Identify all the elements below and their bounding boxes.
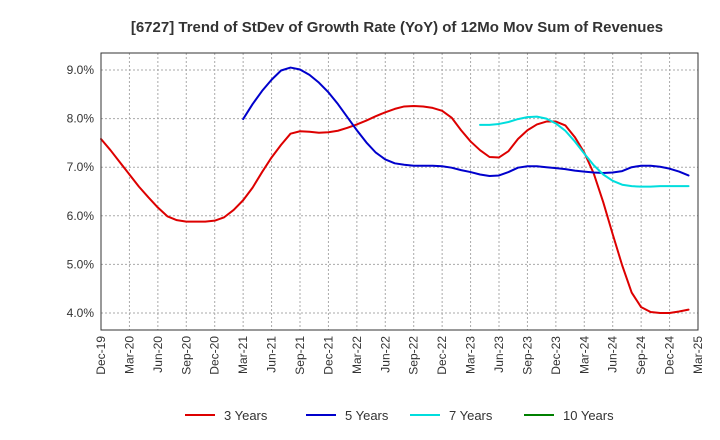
x-tick-label: Sep-21	[293, 336, 307, 375]
plot-area	[100, 52, 699, 331]
x-tick-label: Mar-24	[577, 336, 591, 374]
y-tick-label: 7.0%	[67, 160, 95, 174]
x-tick-label: Sep-24	[634, 336, 648, 375]
x-tick-label: Mar-20	[122, 336, 136, 374]
x-tick-label: Mar-23	[464, 336, 478, 374]
legend-label: 10 Years	[563, 408, 614, 423]
x-tick-label: Dec-23	[549, 336, 563, 375]
legend-item: 7 Years	[410, 408, 493, 423]
x-tick-label: Dec-24	[663, 336, 677, 375]
legend-label: 7 Years	[449, 408, 493, 423]
y-tick-label: 5.0%	[67, 257, 95, 271]
x-axis: Dec-19 Mar-20 Jun-20 Sep-20 Dec-20 Mar-21 Jun-…	[94, 336, 705, 375]
y-tick-label: 6.0%	[67, 209, 95, 223]
x-tick-label: Jun-22	[378, 336, 392, 373]
x-tick-label: Jun-24	[606, 336, 620, 373]
y-tick-label: 8.0%	[67, 112, 95, 126]
series-layer	[100, 66, 690, 314]
y-tick-label: 9.0%	[67, 63, 95, 77]
grid	[100, 53, 699, 330]
x-tick-label: Jun-21	[265, 336, 279, 373]
legend-item: 10 Years	[524, 408, 614, 423]
x-tick-label: Dec-21	[321, 336, 335, 375]
x-tick-label: Mar-22	[350, 336, 364, 374]
legend-item: 5 Years	[306, 408, 389, 423]
legend-item: 3 Years	[185, 408, 268, 423]
x-tick-label: Mar-21	[236, 336, 250, 374]
x-tick-label: Sep-23	[520, 336, 534, 375]
series-line-0	[100, 104, 690, 314]
legend-label: 3 Years	[224, 408, 268, 423]
x-tick-label: Jun-20	[151, 336, 165, 373]
x-tick-label: Dec-22	[435, 336, 449, 375]
y-axis: 4.0% 5.0% 6.0% 7.0% 8.0% 9.0%	[67, 63, 95, 320]
legend: 3 Years 5 Years 7 Years 10 Years	[185, 408, 614, 423]
x-tick-label: Dec-19	[94, 336, 108, 375]
x-tick-label: Jun-23	[492, 336, 506, 373]
chart-title: [6727] Trend of StDev of Growth Rate (Yo…	[131, 19, 663, 36]
y-tick-label: 4.0%	[67, 306, 95, 320]
series-line-2	[479, 115, 690, 188]
x-tick-label: Dec-20	[208, 336, 222, 375]
x-tick-label: Sep-20	[179, 336, 193, 375]
legend-label: 5 Years	[345, 408, 389, 423]
x-tick-label: Sep-22	[407, 336, 421, 375]
series-line-1	[242, 66, 690, 177]
x-tick-label: Mar-25	[691, 336, 705, 374]
